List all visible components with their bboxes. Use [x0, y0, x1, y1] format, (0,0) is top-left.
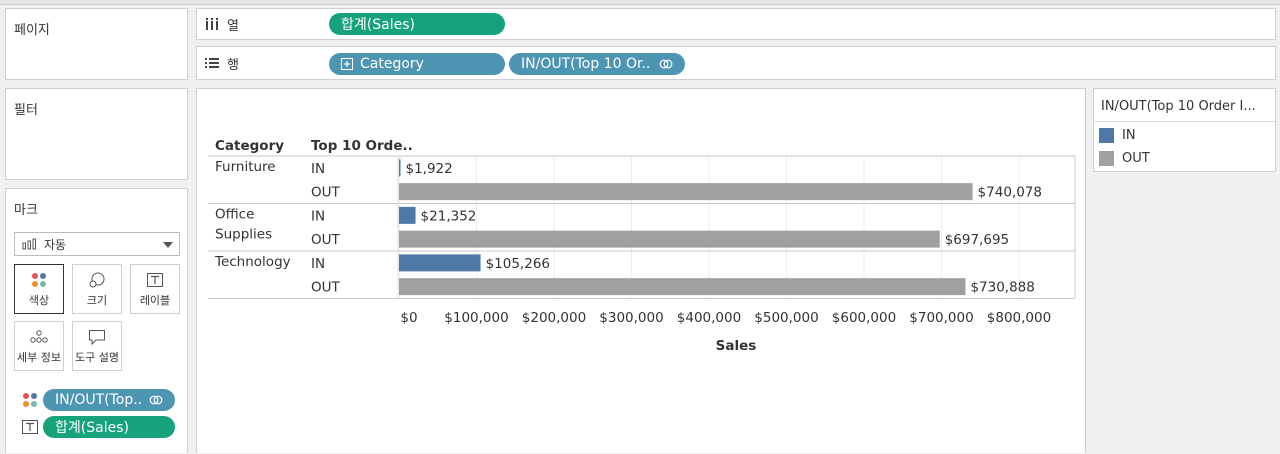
label-card-label: 레이블	[139, 293, 171, 307]
bar-value-label: $21,352	[421, 208, 477, 224]
rows-inout-label: IN/OUT(Top 10 Or..	[521, 56, 651, 72]
rows-label: 행	[227, 57, 239, 73]
x-tick-label: $800,000	[987, 310, 1051, 326]
segment-label: OUT	[311, 280, 341, 296]
legend-item-out[interactable]: OUT	[1099, 151, 1150, 166]
x-tick-label: $600,000	[832, 310, 896, 326]
bar-in	[399, 254, 481, 272]
rows-icon	[205, 58, 219, 68]
mark-type-dropdown[interactable]: 자동	[14, 232, 180, 256]
category-label: Supplies	[215, 227, 272, 243]
header-sub: Top 10 Orde..	[311, 138, 413, 154]
legend-panel: IN/OUT(Top 10 Order I... IN OUT	[1093, 88, 1276, 172]
x-tick-label: $400,000	[677, 310, 741, 326]
x-tick-label: $700,000	[909, 310, 973, 326]
pages-label: 페이지	[14, 23, 50, 38]
x-tick-label: $0	[400, 310, 417, 326]
x-tick-label: $500,000	[754, 310, 818, 326]
rows-inout-pill[interactable]: IN/OUT(Top 10 Or..	[509, 53, 685, 75]
x-tick-label: $100,000	[444, 310, 508, 326]
color-encoding-icon	[23, 393, 37, 407]
detail-card[interactable]: 세부 정보	[14, 321, 64, 371]
segment-label: IN	[311, 256, 325, 272]
columns-shelf[interactable]: 열 합계(Sales)	[196, 8, 1276, 40]
bar-value-label: $697,695	[945, 232, 1009, 248]
columns-label: 열	[227, 18, 239, 34]
bar-value-label: $105,266	[486, 256, 550, 272]
tooltip-card-label: 도구 설명	[75, 350, 119, 364]
top-strip	[0, 0, 1280, 5]
category-label: Furniture	[215, 159, 276, 175]
segment-label: OUT	[311, 232, 341, 248]
columns-pill-label: 합계(Sales)	[341, 17, 415, 33]
color-pill[interactable]: IN/OUT(Top..	[43, 389, 175, 411]
chart-view: Category Top 10 Orde.. Furniture IN $1,922 OU…	[196, 88, 1086, 453]
segment-label: OUT	[311, 185, 341, 201]
bar-out	[399, 183, 973, 201]
color-card-label: 색상	[28, 293, 50, 307]
bar-chart-icon	[22, 238, 36, 250]
size-card-label: 크기	[86, 293, 108, 307]
filters-panel[interactable]: 필터	[5, 88, 188, 180]
set-link-icon	[149, 395, 163, 405]
label-encoding-icon	[22, 420, 38, 434]
expand-plus-icon[interactable]	[341, 58, 353, 70]
segment-label: IN	[311, 208, 325, 224]
rows-shelf[interactable]: 행 Category IN/OUT(Top 10 Or..	[196, 46, 1276, 80]
x-tick-label: $300,000	[599, 310, 663, 326]
bar-in	[399, 159, 401, 177]
bar-out	[399, 230, 940, 248]
size-card[interactable]: 크기	[72, 264, 122, 314]
detail-card-label: 세부 정보	[17, 350, 61, 364]
marks-panel: 마크 자동 색상 크기 레이블 세부 정보 도구	[5, 188, 188, 453]
chevron-down-icon	[163, 242, 173, 248]
legend-swatch-out	[1099, 151, 1114, 166]
set-link-icon	[659, 59, 673, 69]
bar-value-label: $730,888	[970, 280, 1034, 296]
category-label: Technology	[214, 254, 291, 270]
legend-title: IN/OUT(Top 10 Order I...	[1101, 99, 1256, 114]
bar-chart: Category Top 10 Orde.. Furniture IN $1,922 OU…	[208, 138, 1076, 354]
legend-label-out: OUT	[1122, 151, 1150, 166]
legend-swatch-in	[1099, 128, 1114, 143]
color-dots-icon	[32, 272, 46, 287]
rows-category-label: Category	[360, 56, 424, 72]
bar-in	[399, 206, 416, 224]
filters-label: 필터	[14, 103, 38, 118]
tooltip-bubble-icon	[89, 329, 105, 345]
bar-out	[399, 278, 966, 296]
size-circles-icon	[89, 272, 105, 287]
text-label-icon	[147, 272, 163, 287]
mark-type-label: 자동	[44, 237, 67, 252]
color-pill-label: IN/OUT(Top..	[55, 392, 143, 408]
color-card[interactable]: 색상	[14, 264, 64, 314]
legend-label-in: IN	[1122, 128, 1136, 143]
category-label: Office	[215, 207, 254, 223]
x-tick-label: $200,000	[522, 310, 586, 326]
label-pill-text: 합계(Sales)	[55, 420, 129, 436]
label-card[interactable]: 레이블	[130, 264, 180, 314]
tooltip-card[interactable]: 도구 설명	[72, 321, 122, 371]
bar-value-label: $1,922	[406, 161, 453, 177]
x-axis-title: Sales	[716, 338, 757, 354]
label-pill[interactable]: 합계(Sales)	[43, 416, 175, 438]
detail-dots-icon	[30, 329, 48, 343]
legend-divider	[1094, 121, 1275, 122]
bar-value-label: $740,078	[978, 185, 1042, 201]
columns-sales-pill[interactable]: 합계(Sales)	[329, 13, 505, 35]
pages-panel[interactable]: 페이지	[5, 8, 188, 80]
segment-label: IN	[311, 161, 325, 177]
rows-category-pill[interactable]: Category	[329, 53, 505, 75]
marks-label: 마크	[14, 203, 38, 218]
columns-icon	[206, 18, 218, 30]
legend-item-in[interactable]: IN	[1099, 128, 1136, 143]
header-category: Category	[215, 138, 284, 154]
